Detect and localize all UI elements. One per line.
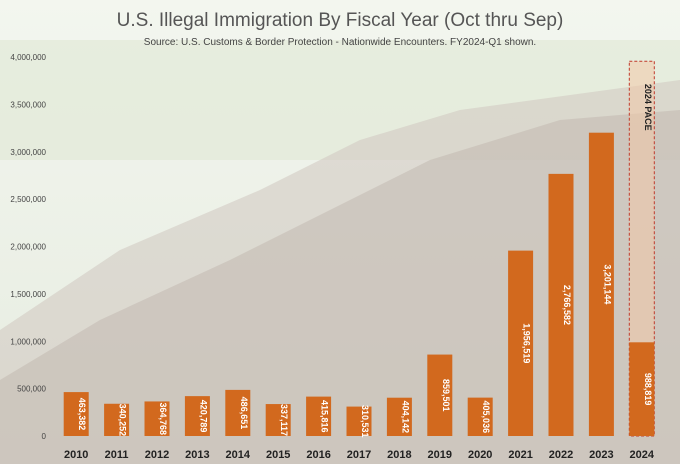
x-tick-label: 2012 (145, 449, 169, 461)
bar-2010 (63, 392, 89, 436)
y-tick-label: 2,000,000 (10, 243, 46, 252)
x-tick-label: 2019 (428, 449, 452, 461)
bar-value-label: 310,531 (360, 405, 370, 438)
bar-2011 (104, 403, 130, 436)
bar-2015 (265, 404, 291, 436)
bar-2016 (306, 396, 332, 436)
x-tick-label: 2021 (508, 449, 532, 461)
bar-value-label: 486,651 (239, 397, 249, 430)
x-tick-label: 2015 (266, 449, 290, 461)
y-tick-label: 500,000 (17, 385, 46, 394)
bar-value-label: 988,819 (643, 373, 653, 406)
bar-value-label: 859,501 (441, 379, 451, 412)
bar-2019 (427, 354, 453, 436)
x-tick-label: 2017 (347, 449, 371, 461)
y-tick-label: 3,500,000 (10, 100, 46, 109)
bar-2012 (144, 401, 170, 436)
bar-value-label: 415,816 (320, 400, 330, 433)
x-tick-label: 2020 (468, 449, 492, 461)
bar-2022 (548, 173, 574, 437)
x-tick-label: 2018 (387, 449, 411, 461)
bar-value-label: 1,956,519 (522, 323, 532, 363)
pace-label: 2024 PACE (643, 84, 653, 131)
bar-value-label: 337,117 (279, 404, 289, 436)
bar-2020 (467, 397, 493, 436)
y-tick-label: 0 (42, 432, 47, 441)
x-tick-label: 2023 (589, 449, 613, 461)
bar-value-label: 340,252 (118, 404, 128, 437)
y-tick-label: 1,000,000 (10, 337, 46, 346)
y-tick-label: 3,000,000 (10, 148, 46, 157)
bar-2014 (225, 389, 251, 436)
bar-2018 (386, 397, 412, 436)
x-tick-label: 2016 (306, 449, 330, 461)
bar-2013 (184, 396, 210, 436)
x-tick-label: 2010 (64, 449, 88, 461)
bar-value-label: 3,201,144 (602, 264, 612, 304)
bar-value-label: 420,789 (198, 400, 208, 433)
bar-value-label: 404,142 (400, 401, 410, 434)
bar-2023 (588, 132, 614, 437)
x-tick-label: 2022 (549, 449, 573, 461)
chart-title: U.S. Illegal Immigration By Fiscal Year … (116, 10, 564, 31)
x-tick-label: 2013 (185, 449, 209, 461)
bar-2021 (508, 250, 534, 436)
x-tick-label: 2024 (630, 449, 655, 461)
x-tick-label: 2014 (226, 449, 251, 461)
bar-2017 (346, 406, 372, 436)
chart-subtitle: Source: U.S. Customs & Border Protection… (143, 37, 537, 48)
bar-2024 (629, 342, 655, 436)
y-tick-label: 4,000,000 (10, 53, 46, 62)
bar-value-label: 364,768 (158, 402, 168, 435)
x-tick-label: 2011 (105, 449, 129, 461)
y-tick-label: 2,500,000 (10, 195, 46, 204)
bar-value-label: 463,382 (77, 398, 87, 431)
bar-value-label: 405,036 (481, 401, 491, 434)
y-tick-label: 1,500,000 (10, 290, 46, 299)
bar-value-label: 2,766,582 (562, 285, 572, 325)
